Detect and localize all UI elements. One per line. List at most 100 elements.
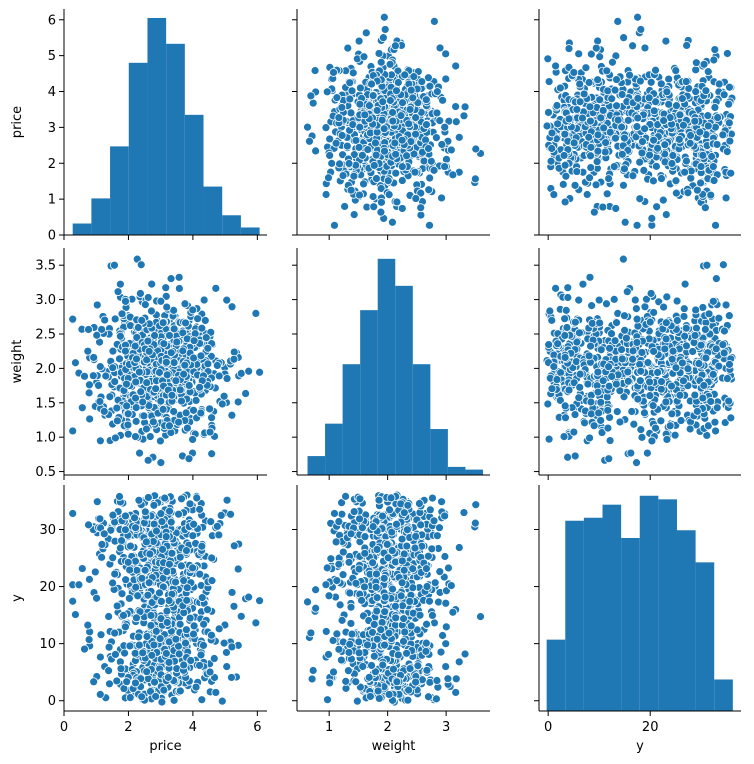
- scatter-point: [161, 532, 171, 542]
- scatter-point: [203, 359, 213, 369]
- scatter-point: [310, 66, 320, 75]
- scatter-point: [195, 661, 204, 670]
- scatter-point: [80, 371, 89, 381]
- scatter-point: [345, 78, 355, 88]
- scatter-point: [570, 317, 580, 327]
- histogram-bar: [184, 114, 204, 235]
- scatter-point: [602, 299, 611, 309]
- histogram-bar: [377, 258, 396, 475]
- scatter-point: [681, 323, 691, 333]
- scatter-point: [188, 435, 198, 444]
- scatter-point: [633, 394, 643, 404]
- scatter-point: [589, 421, 599, 431]
- scatter-point: [165, 331, 174, 340]
- scatter-point: [584, 351, 594, 361]
- scatter-point: [600, 147, 610, 157]
- scatter-point: [110, 260, 119, 270]
- scatter-point: [649, 308, 659, 317]
- scatter-point: [587, 318, 597, 328]
- scatter-point: [174, 649, 184, 659]
- scatter-point: [329, 68, 338, 77]
- scatter-point: [121, 346, 130, 356]
- scatter-point: [698, 393, 708, 403]
- scatter-point: [586, 151, 595, 161]
- scatter-point: [553, 119, 563, 129]
- scatter-point: [668, 346, 678, 356]
- scatter-point: [409, 72, 419, 82]
- scatter-point: [672, 296, 682, 306]
- scatter-point: [197, 323, 207, 333]
- scatter-point: [336, 655, 346, 665]
- scatter-point: [117, 589, 127, 599]
- histogram-bar: [166, 43, 185, 235]
- scatter-point: [677, 94, 687, 104]
- scatter-point: [111, 650, 120, 659]
- scatter-point: [636, 25, 646, 34]
- scatter-point: [691, 87, 701, 97]
- scatter-point: [570, 410, 580, 419]
- scatter-point: [174, 272, 184, 282]
- y-tick-label: 3: [48, 121, 56, 136]
- scatter-point: [646, 289, 656, 298]
- scatter-point: [117, 309, 127, 319]
- scatter-point: [214, 530, 224, 540]
- scatter-point: [376, 184, 386, 193]
- scatter-point: [660, 140, 670, 150]
- scatter-point: [123, 557, 133, 567]
- y-tick-label: 2: [48, 157, 56, 172]
- scatter-point: [137, 573, 147, 583]
- scatter-point: [671, 363, 681, 373]
- scatter-point: [585, 272, 595, 282]
- scatter-point: [560, 129, 570, 139]
- scatter-point: [99, 406, 109, 416]
- scatter-point: [645, 317, 655, 327]
- scatter-point: [97, 539, 107, 549]
- scatter-point: [411, 129, 421, 139]
- scatter-point: [679, 376, 688, 386]
- scatter-point: [432, 87, 442, 97]
- scatter-point: [574, 393, 584, 403]
- scatter-point: [618, 254, 628, 264]
- scatter-point: [637, 148, 647, 158]
- scatter-point: [635, 157, 645, 167]
- scatter-point: [255, 367, 264, 377]
- scatter-point: [653, 368, 663, 377]
- scatter-point: [384, 190, 394, 199]
- scatter-point: [649, 106, 659, 116]
- scatter-point: [95, 436, 105, 446]
- scatter-point: [332, 93, 342, 103]
- scatter-point: [199, 619, 209, 629]
- scatter-point: [470, 174, 480, 184]
- scatter-point: [175, 552, 185, 562]
- scatter-point: [667, 159, 677, 168]
- y-tick-label: 1: [48, 193, 56, 208]
- scatter-point: [171, 577, 180, 587]
- scatter-point: [585, 433, 594, 443]
- scatter-point: [181, 408, 191, 418]
- y-tick-label: 3.5: [35, 259, 56, 274]
- scatter-point: [411, 194, 421, 203]
- scatter-point: [611, 379, 621, 389]
- scatter-point: [197, 541, 207, 551]
- scatter-point: [563, 283, 573, 293]
- scatter-point: [116, 664, 126, 674]
- scatter-point: [337, 131, 347, 140]
- scatter-point: [425, 81, 435, 91]
- scatter-point: [685, 424, 695, 434]
- scatter-point: [165, 506, 174, 516]
- scatter-point: [150, 677, 159, 687]
- scatter-point: [651, 65, 660, 75]
- scatter-point: [709, 55, 719, 65]
- scatter-point: [156, 436, 165, 446]
- scatter-point: [156, 597, 166, 606]
- scatter-point: [203, 605, 212, 615]
- scatter-point: [470, 518, 480, 528]
- scatter-point: [703, 111, 713, 121]
- scatter-point: [172, 337, 182, 347]
- scatter-point: [85, 574, 94, 584]
- scatter-point: [545, 306, 555, 316]
- scatter-point: [680, 167, 690, 177]
- scatter-point: [191, 396, 201, 405]
- scatter-point: [575, 369, 585, 379]
- scatter-point: [612, 318, 621, 328]
